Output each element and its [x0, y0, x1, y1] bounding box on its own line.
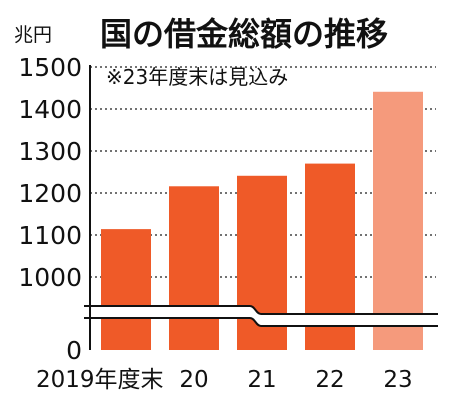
x-tick-label: 20 — [179, 367, 208, 393]
y-tick-label: 1000 — [18, 263, 82, 292]
axis-break-line-lower — [84, 317, 438, 327]
bar — [101, 229, 151, 350]
chart-title: 国の借金総額の推移 — [100, 15, 388, 53]
x-tick-label: 22 — [315, 367, 344, 393]
x-tick-label: 2019年度末 — [36, 367, 164, 393]
x-tick-label: 21 — [247, 367, 276, 393]
y-tick-label: 1100 — [18, 221, 82, 250]
y-tick-label: 1400 — [18, 95, 82, 124]
axis-break-band — [84, 306, 438, 326]
axes: 0 1000 1100 1200 1300 1400 1500 2019年度末 20 21 22 23 — [18, 53, 438, 393]
bar — [169, 186, 219, 350]
axis-break-line-upper — [84, 305, 438, 315]
x-tick-label: 23 — [383, 367, 412, 393]
bars — [101, 91, 423, 350]
chart-note: ※23年度末は見込み — [106, 65, 288, 89]
unit-label: 兆円 — [14, 24, 52, 46]
bar — [373, 91, 423, 350]
y-tick-label: 1200 — [18, 179, 82, 208]
y-tick-label: 1300 — [18, 137, 82, 166]
y-tick-label: 0 — [66, 336, 82, 365]
y-tick-label: 1500 — [18, 53, 82, 82]
